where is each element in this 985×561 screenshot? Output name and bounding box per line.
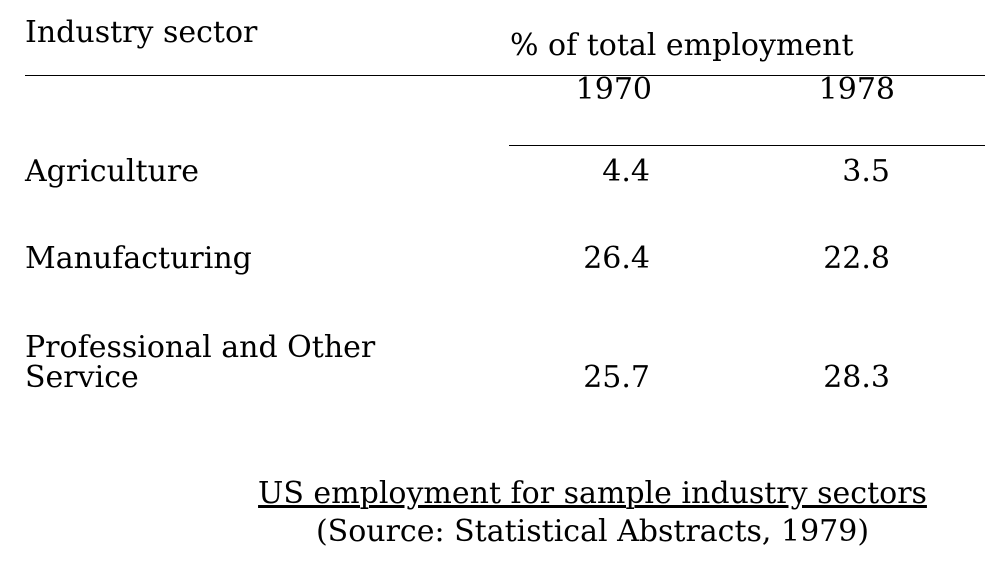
- cell: 25.7: [583, 360, 650, 395]
- cell: 28.3: [823, 360, 890, 395]
- row-label: Manufacturing: [25, 241, 252, 276]
- column-header: 1978: [818, 72, 895, 107]
- header-rule: [509, 145, 985, 146]
- group-header: % of total employment: [510, 28, 854, 63]
- caption-source: (Source: Statistical Abstracts, 1979): [315, 514, 870, 549]
- cell: 4.4: [602, 154, 650, 189]
- row-label: Professional and Other Service: [25, 330, 376, 395]
- row-header: Industry sector: [25, 15, 258, 50]
- cell: 22.8: [823, 241, 890, 276]
- row-label: Agriculture: [25, 154, 199, 189]
- cell: 3.5: [842, 154, 890, 189]
- caption-title: US employment for sample industry sector…: [258, 476, 927, 511]
- column-header: 1970: [575, 72, 652, 107]
- top-rule: [25, 75, 985, 76]
- cell: 26.4: [583, 241, 650, 276]
